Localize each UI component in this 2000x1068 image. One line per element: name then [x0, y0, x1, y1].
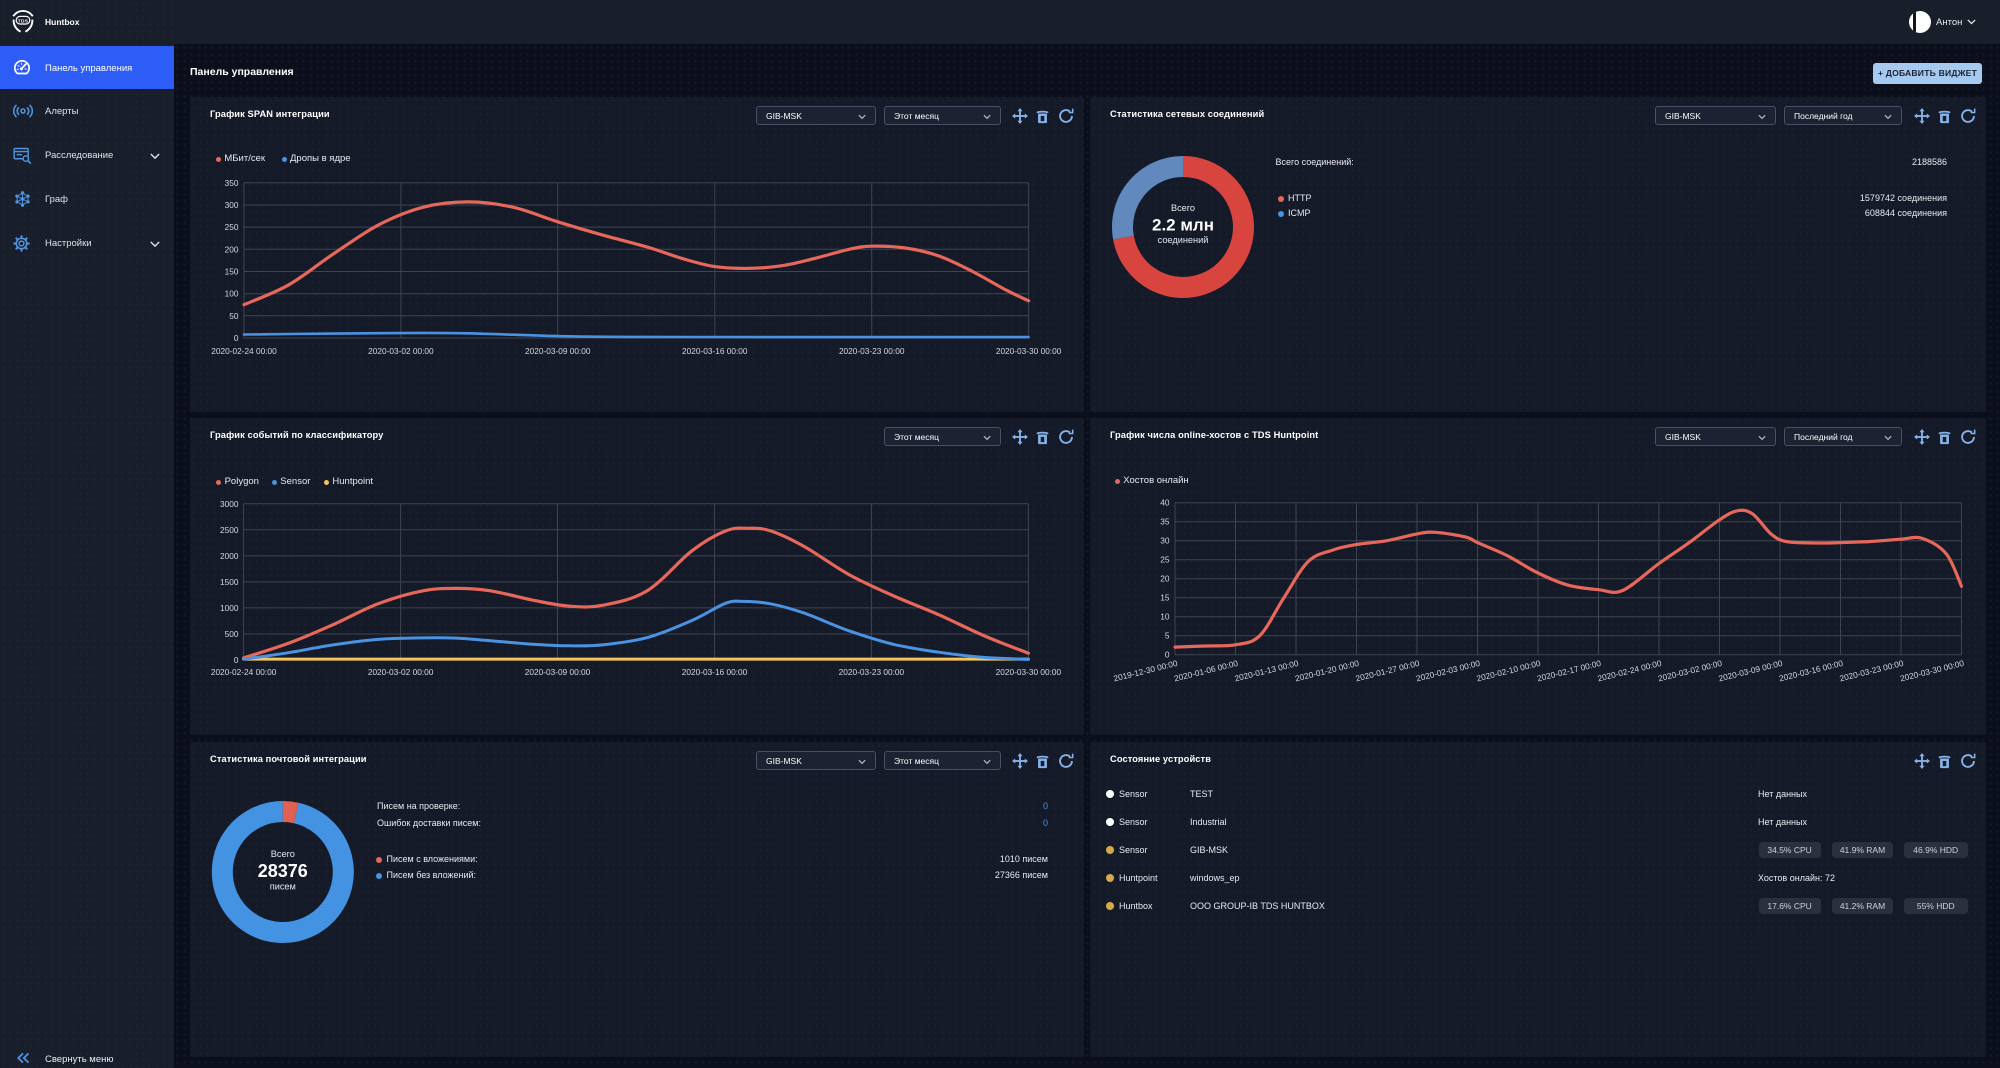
svg-text:2020-03-16 00:00: 2020-03-16 00:00: [1778, 658, 1844, 684]
svg-text:2020-02-03 00:00: 2020-02-03 00:00: [1415, 658, 1481, 684]
svg-text:5: 5: [1165, 631, 1170, 641]
svg-text:2020-03-09 00:00: 2020-03-09 00:00: [525, 346, 591, 356]
svg-text:соединений: соединений: [1158, 235, 1209, 245]
svg-text:2020-02-17 00:00: 2020-02-17 00:00: [1536, 658, 1602, 684]
svg-text:0: 0: [234, 655, 239, 665]
svg-text:300: 300: [225, 200, 239, 210]
svg-text:20: 20: [1160, 574, 1170, 584]
svg-text:2019-12-30 00:00: 2019-12-30 00:00: [1112, 658, 1178, 684]
svg-text:35: 35: [1160, 517, 1170, 527]
svg-text:2020-03-23 00:00: 2020-03-23 00:00: [839, 346, 905, 356]
svg-text:2020-03-02 00:00: 2020-03-02 00:00: [1657, 658, 1723, 684]
svg-text:30: 30: [1160, 536, 1170, 546]
svg-text:500: 500: [225, 629, 239, 639]
svg-text:2020-03-16 00:00: 2020-03-16 00:00: [682, 346, 748, 356]
svg-text:2020-01-27 00:00: 2020-01-27 00:00: [1354, 658, 1420, 684]
svg-text:2020-03-16 00:00: 2020-03-16 00:00: [682, 667, 748, 677]
svg-text:2020-03-23 00:00: 2020-03-23 00:00: [1838, 658, 1904, 684]
svg-text:40: 40: [1160, 498, 1170, 508]
svg-text:350: 350: [225, 178, 239, 188]
svg-text:3000: 3000: [220, 499, 239, 509]
svg-text:2020-02-10 00:00: 2020-02-10 00:00: [1475, 658, 1541, 684]
svg-text:2020-03-30 00:00: 2020-03-30 00:00: [996, 667, 1062, 677]
svg-text:2020-03-23 00:00: 2020-03-23 00:00: [839, 667, 905, 677]
svg-text:TDS: TDS: [18, 18, 29, 24]
svg-text:1000: 1000: [220, 603, 239, 613]
svg-text:2020-03-09 00:00: 2020-03-09 00:00: [1717, 658, 1783, 684]
svg-text:2020-03-30 00:00: 2020-03-30 00:00: [996, 346, 1062, 356]
svg-text:28376: 28376: [258, 861, 308, 881]
svg-text:2020-01-20 00:00: 2020-01-20 00:00: [1294, 658, 1360, 684]
svg-text:2020-02-24 00:00: 2020-02-24 00:00: [211, 667, 277, 677]
svg-text:50: 50: [229, 311, 239, 321]
svg-text:2020-01-13 00:00: 2020-01-13 00:00: [1233, 658, 1299, 684]
svg-text:1500: 1500: [220, 577, 239, 587]
svg-text:2020-01-06 00:00: 2020-01-06 00:00: [1173, 658, 1239, 684]
svg-text:писем: писем: [270, 882, 296, 892]
svg-text:10: 10: [1160, 612, 1170, 622]
svg-text:2020-03-02 00:00: 2020-03-02 00:00: [368, 667, 434, 677]
svg-text:2000: 2000: [220, 551, 239, 561]
svg-text:2020-03-02 00:00: 2020-03-02 00:00: [368, 346, 434, 356]
svg-text:2020-02-24 00:00: 2020-02-24 00:00: [211, 346, 277, 356]
svg-text:2020-03-30 00:00: 2020-03-30 00:00: [1899, 658, 1965, 684]
svg-text:150: 150: [225, 267, 239, 277]
svg-text:15: 15: [1160, 593, 1170, 603]
svg-text:100: 100: [225, 289, 239, 299]
svg-text:2500: 2500: [220, 525, 239, 535]
svg-text:0: 0: [234, 333, 239, 343]
svg-text:2020-02-24 00:00: 2020-02-24 00:00: [1596, 658, 1662, 684]
svg-text:2020-03-09 00:00: 2020-03-09 00:00: [525, 667, 591, 677]
svg-text:200: 200: [225, 244, 239, 254]
svg-text:25: 25: [1160, 555, 1170, 565]
svg-text:Всего: Всего: [1171, 203, 1195, 213]
svg-text:0: 0: [1165, 650, 1170, 660]
svg-text:Всего: Всего: [271, 849, 295, 859]
svg-text:250: 250: [225, 222, 239, 232]
svg-text:2.2 млн: 2.2 млн: [1152, 216, 1214, 235]
